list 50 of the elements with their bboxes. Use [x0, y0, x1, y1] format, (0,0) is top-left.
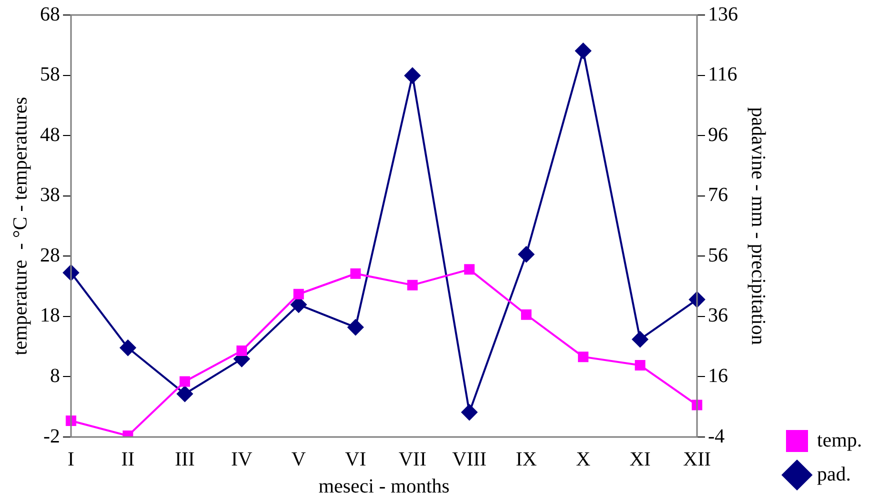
- x-tick-label: VIII: [452, 448, 487, 470]
- x-tick-label: III: [174, 448, 195, 470]
- y2-axis-title: padavine - mm - precipitation: [746, 107, 769, 345]
- y-tick-label: 48: [40, 124, 60, 146]
- point: [632, 331, 648, 348]
- point: [120, 340, 136, 356]
- point: [293, 288, 304, 300]
- point: [578, 352, 588, 362]
- point: [518, 246, 534, 262]
- point: [521, 309, 532, 320]
- point: [407, 280, 418, 290]
- point: [461, 404, 478, 420]
- point: [348, 319, 364, 336]
- x-tick-label: I: [68, 448, 74, 470]
- x-tick-label: VII: [398, 448, 426, 470]
- legend-label: pad.: [817, 463, 851, 486]
- point: [180, 376, 190, 387]
- y-tick-label: 68: [40, 3, 60, 26]
- x-tick-label: V: [291, 448, 306, 470]
- x-tick-label: XI: [630, 448, 651, 470]
- y-tick-label: -2: [43, 425, 60, 448]
- y-tick-label: 8: [50, 364, 60, 387]
- y2-tick-label: 116: [708, 64, 738, 86]
- point: [236, 346, 247, 356]
- x-tick-label: X: [576, 448, 591, 470]
- point: [404, 68, 420, 84]
- x-tick-label: XII: [683, 448, 711, 470]
- y-tick-label: 38: [40, 184, 60, 206]
- y-tick-label: 58: [40, 64, 60, 86]
- y2-tick-label: 16: [708, 364, 728, 387]
- y-tick-label: 18: [40, 304, 60, 327]
- y2-tick-label: 36: [708, 304, 728, 327]
- point: [464, 264, 475, 275]
- y2-tick-label: 96: [708, 124, 728, 146]
- x-tick-label: IV: [231, 448, 253, 470]
- y2-tick-label: 136: [708, 3, 738, 26]
- point: [575, 42, 592, 59]
- y2-tick-label: -4: [708, 425, 725, 448]
- x-tick-label: II: [121, 448, 135, 470]
- y-axis-title: temperature - °C - temperatures: [9, 96, 32, 356]
- x-tick-label: IX: [516, 448, 538, 470]
- point: [634, 360, 646, 371]
- x-axis-title: meseci - months: [318, 475, 450, 498]
- point: [176, 386, 193, 402]
- legend-label: temp.: [817, 429, 862, 452]
- y2-tick-label: 76: [708, 184, 728, 206]
- point: [350, 268, 361, 279]
- y-tick-label: 28: [40, 244, 60, 266]
- x-tick-label: VI: [344, 448, 366, 470]
- y2-tick-label: 56: [708, 244, 728, 266]
